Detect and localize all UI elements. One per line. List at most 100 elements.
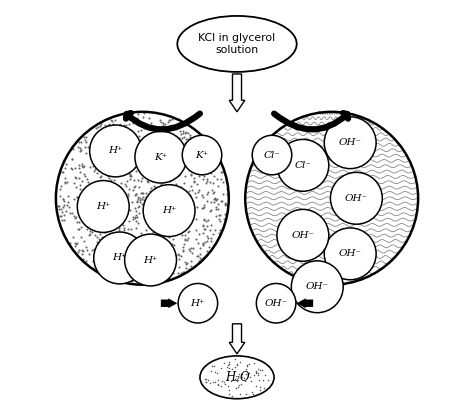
Point — [166, 156, 174, 163]
Point — [137, 261, 145, 268]
Point — [150, 231, 158, 238]
Point — [219, 191, 227, 198]
Point — [111, 251, 119, 257]
Point — [149, 229, 156, 235]
Point — [112, 266, 120, 272]
Point — [118, 250, 126, 257]
Point — [181, 236, 189, 242]
Point — [90, 140, 98, 147]
Point — [133, 247, 141, 253]
Point — [144, 138, 151, 144]
Point — [157, 143, 164, 150]
Point — [189, 135, 197, 141]
Point — [188, 249, 196, 256]
Point — [191, 179, 198, 185]
Point — [258, 366, 265, 373]
Point — [101, 223, 109, 230]
Point — [159, 275, 167, 281]
Point — [148, 169, 155, 175]
Point — [174, 251, 182, 258]
Point — [103, 211, 111, 218]
Point — [105, 121, 113, 127]
Point — [203, 176, 211, 183]
Point — [139, 163, 146, 169]
Point — [96, 147, 103, 154]
Point — [181, 190, 188, 196]
Point — [136, 199, 144, 205]
Point — [180, 269, 187, 275]
Text: OH⁻: OH⁻ — [339, 249, 362, 259]
Point — [220, 216, 228, 222]
Point — [166, 138, 173, 145]
Point — [190, 137, 197, 143]
Point — [76, 169, 83, 175]
Point — [54, 203, 62, 209]
Point — [214, 381, 222, 388]
Point — [167, 116, 174, 123]
Point — [87, 231, 94, 237]
Text: H⁺: H⁺ — [191, 299, 205, 308]
Point — [221, 202, 229, 209]
Point — [182, 232, 189, 238]
Point — [130, 214, 137, 220]
Point — [180, 212, 187, 218]
Point — [78, 234, 85, 241]
Point — [125, 170, 132, 176]
Point — [159, 252, 166, 259]
Point — [209, 190, 217, 197]
Point — [135, 128, 142, 135]
Point — [104, 205, 112, 212]
Point — [73, 194, 81, 200]
Point — [146, 188, 154, 194]
Point — [177, 131, 185, 138]
Point — [120, 154, 128, 161]
Point — [180, 200, 188, 207]
Point — [243, 366, 250, 373]
Point — [211, 196, 219, 203]
Point — [145, 148, 152, 154]
Point — [74, 144, 82, 150]
Point — [125, 249, 132, 256]
Point — [212, 204, 220, 211]
Point — [145, 114, 153, 121]
Point — [95, 136, 102, 142]
Point — [144, 147, 152, 153]
Point — [252, 369, 260, 375]
Point — [185, 143, 193, 150]
Text: OH⁻: OH⁻ — [306, 282, 329, 291]
Point — [103, 167, 110, 173]
Point — [133, 255, 141, 262]
Point — [116, 237, 123, 244]
Point — [179, 205, 186, 212]
Point — [187, 204, 194, 211]
Point — [201, 375, 209, 382]
Point — [61, 178, 68, 185]
Point — [120, 164, 128, 171]
Point — [115, 134, 122, 140]
Circle shape — [252, 135, 292, 175]
Text: H⁺: H⁺ — [109, 147, 123, 155]
Point — [91, 205, 98, 212]
Point — [185, 167, 193, 173]
Point — [217, 176, 224, 183]
Point — [120, 209, 128, 216]
Point — [193, 204, 201, 211]
Point — [171, 159, 179, 166]
Point — [102, 154, 109, 161]
Point — [214, 183, 222, 189]
Point — [148, 271, 155, 277]
Point — [95, 236, 103, 242]
Point — [91, 232, 99, 238]
Point — [154, 163, 161, 169]
Point — [255, 370, 262, 376]
Point — [149, 215, 157, 221]
Point — [256, 387, 264, 393]
Point — [131, 215, 138, 221]
Point — [244, 362, 251, 368]
Point — [102, 144, 109, 150]
Point — [183, 200, 191, 206]
Point — [150, 213, 158, 219]
Point — [93, 234, 100, 240]
Point — [184, 135, 192, 142]
Point — [137, 127, 145, 134]
